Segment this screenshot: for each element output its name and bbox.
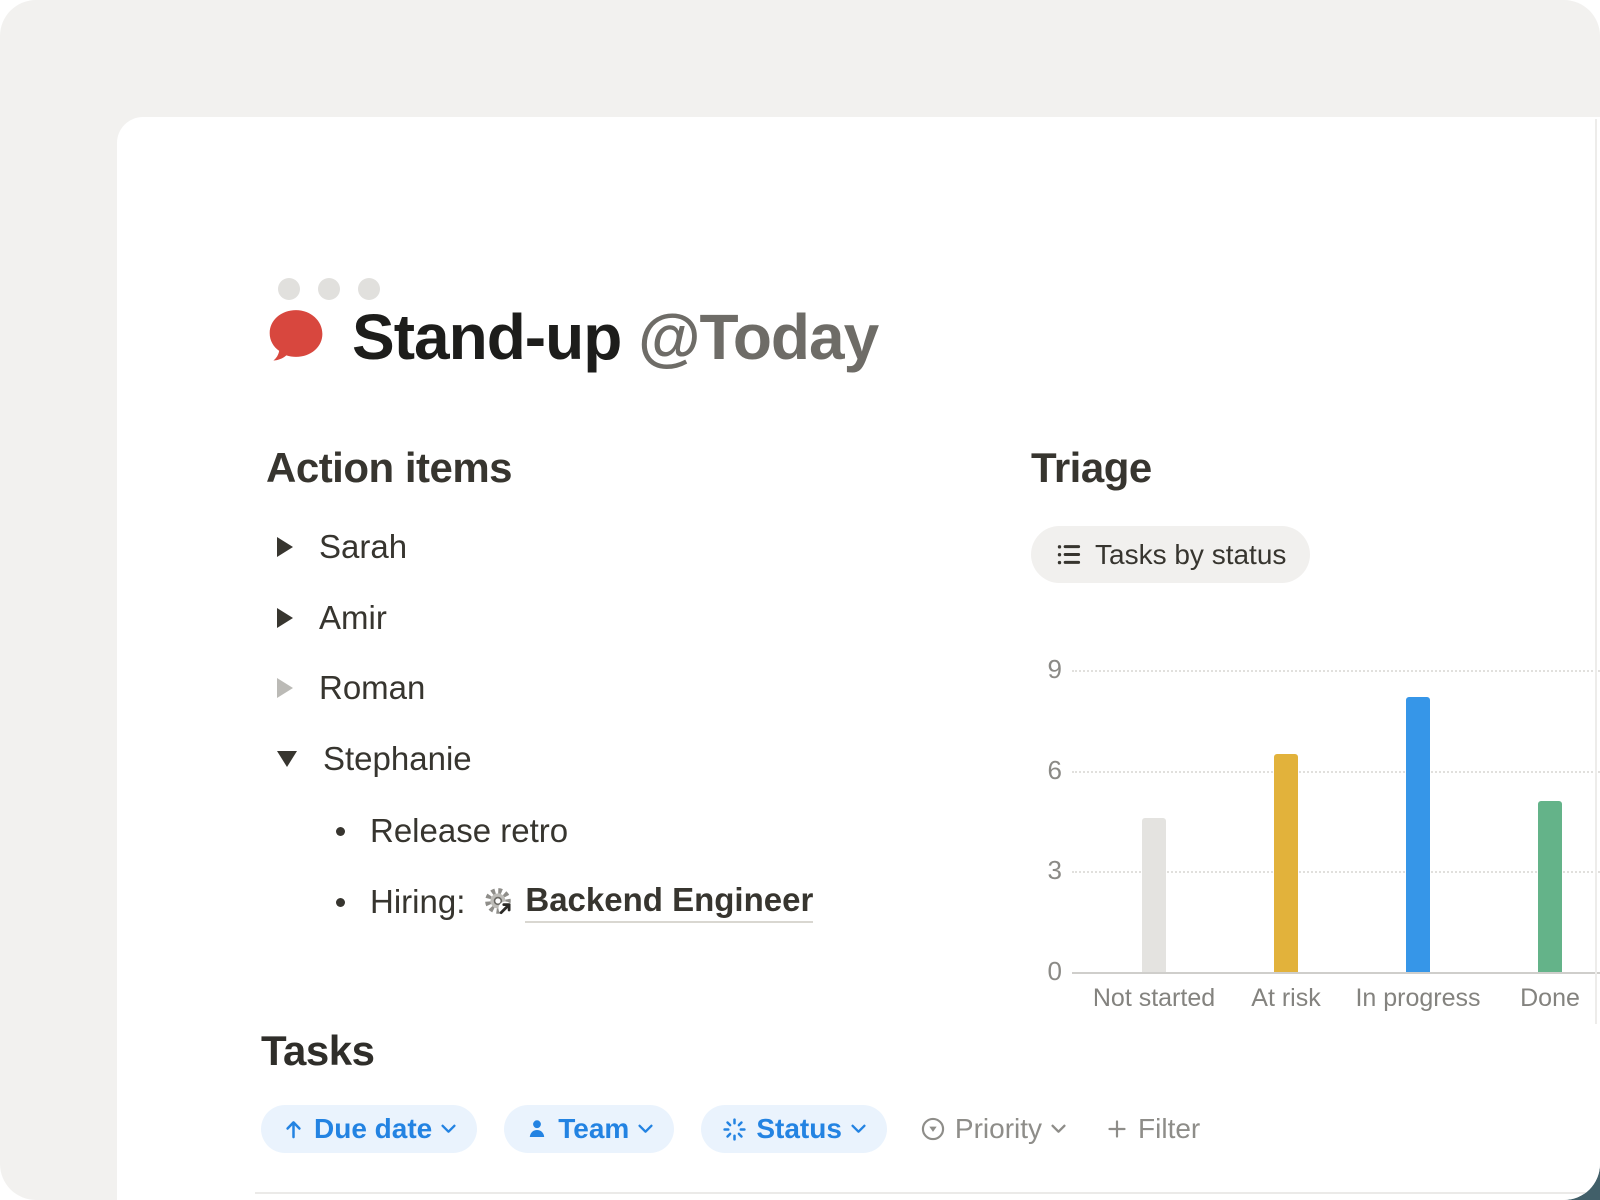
toggle-row-stephanie[interactable]: Stephanie xyxy=(277,740,472,777)
page-title-main: Stand-up xyxy=(352,301,639,373)
filter-chip-due-date[interactable]: Due date xyxy=(261,1105,478,1153)
gear-arrow-icon xyxy=(485,888,513,916)
chart-bar-in-progress xyxy=(1406,697,1430,972)
arrow-up-icon xyxy=(286,1120,301,1138)
chart-category-label: In progress xyxy=(1355,984,1481,1012)
bullet-row-hiring[interactable]: Hiring: Backend Engineer xyxy=(336,881,814,923)
toggle-collapsed-icon[interactable] xyxy=(277,608,293,628)
filter-chip-add-filter[interactable]: Filter xyxy=(1099,1105,1206,1153)
chevron-down-icon xyxy=(638,1124,653,1133)
toggle-label: Roman xyxy=(319,669,426,706)
chevron-down-icon xyxy=(1051,1124,1066,1133)
filter-chip-label: Status xyxy=(756,1113,842,1144)
filter-chip-label: Priority xyxy=(954,1113,1043,1144)
app-window xyxy=(117,117,1600,1200)
tasks-by-status-chip[interactable]: Tasks by status xyxy=(1031,526,1311,583)
chevron-down-icon xyxy=(441,1124,456,1133)
filter-chip-status[interactable]: Status xyxy=(701,1105,887,1153)
chart-gridline xyxy=(1072,670,1600,673)
action-items-heading: Action items xyxy=(266,444,513,491)
filter-chip-label: Due date xyxy=(314,1113,433,1144)
filter-chip-team[interactable]: Team xyxy=(504,1105,675,1153)
chart-ytick-label: 3 xyxy=(1047,855,1062,886)
chart-bar-not-started xyxy=(1142,818,1166,972)
chart-ytick-label: 9 xyxy=(1047,654,1062,685)
toggle-collapsed-icon[interactable] xyxy=(277,537,293,557)
chart-category-label: At risk xyxy=(1251,984,1321,1012)
view-chip-label: Tasks by status xyxy=(1095,538,1287,570)
bullet-dot xyxy=(336,826,345,836)
window-dot-2[interactable] xyxy=(318,278,340,300)
page-link-backend-engineer[interactable]: Backend Engineer xyxy=(525,881,814,923)
priority-circle-triangle-icon xyxy=(921,1117,945,1141)
plus-icon xyxy=(1108,1120,1126,1138)
chevron-down-icon xyxy=(851,1124,866,1133)
toggle-label: Amir xyxy=(319,599,387,636)
filter-chip-label: Team xyxy=(558,1113,630,1144)
toggle-label: Stephanie xyxy=(323,740,472,777)
chart-category-label: Not started xyxy=(1092,984,1216,1012)
toggle-expanded-icon[interactable] xyxy=(277,751,297,767)
toggle-row-roman[interactable]: Roman xyxy=(277,669,426,706)
page-title[interactable]: Stand-up @Today xyxy=(352,300,879,374)
bullet-text: Release retro xyxy=(370,812,569,849)
in-progress-spinner-icon xyxy=(723,1117,746,1141)
person-icon xyxy=(530,1120,545,1137)
toggle-label: Sarah xyxy=(319,528,408,565)
table-top-border xyxy=(255,1192,1600,1194)
window-dot-3[interactable] xyxy=(358,278,380,300)
chart-bar-done xyxy=(1538,801,1562,972)
window-dot-1[interactable] xyxy=(278,278,300,300)
chart-bar-at-risk xyxy=(1274,754,1298,972)
window-controls xyxy=(278,278,380,300)
bullet-dot xyxy=(336,897,345,907)
bulleted-list-icon xyxy=(1057,545,1081,565)
chart-ytick-label: 0 xyxy=(1047,956,1062,986)
chart-gridline xyxy=(1072,770,1600,773)
page-title-mention[interactable]: @Today xyxy=(638,301,879,373)
filter-bar: Due date Team xyxy=(261,1105,1206,1153)
chart-gridline xyxy=(1072,871,1600,874)
chart-ytick-label: 6 xyxy=(1047,754,1062,785)
triage-heading: Triage xyxy=(1031,444,1152,491)
bullet-row-release-retro[interactable]: Release retro xyxy=(336,811,568,851)
chart-category-label: Done xyxy=(1520,984,1580,1012)
toggle-row-amir[interactable]: Amir xyxy=(277,599,387,636)
filter-chip-priority[interactable]: Priority xyxy=(914,1105,1072,1153)
chart-baseline xyxy=(1072,972,1600,974)
bullet-text: Hiring: xyxy=(370,883,466,920)
filter-chip-label: Filter xyxy=(1138,1113,1201,1144)
tasks-heading: Tasks xyxy=(261,1027,375,1074)
toggle-collapsed-icon[interactable] xyxy=(277,678,293,698)
toggle-row-sarah[interactable]: Sarah xyxy=(277,528,408,565)
speech-bubble-icon[interactable] xyxy=(264,306,326,368)
chart-right-edge-line xyxy=(1595,119,1597,1024)
